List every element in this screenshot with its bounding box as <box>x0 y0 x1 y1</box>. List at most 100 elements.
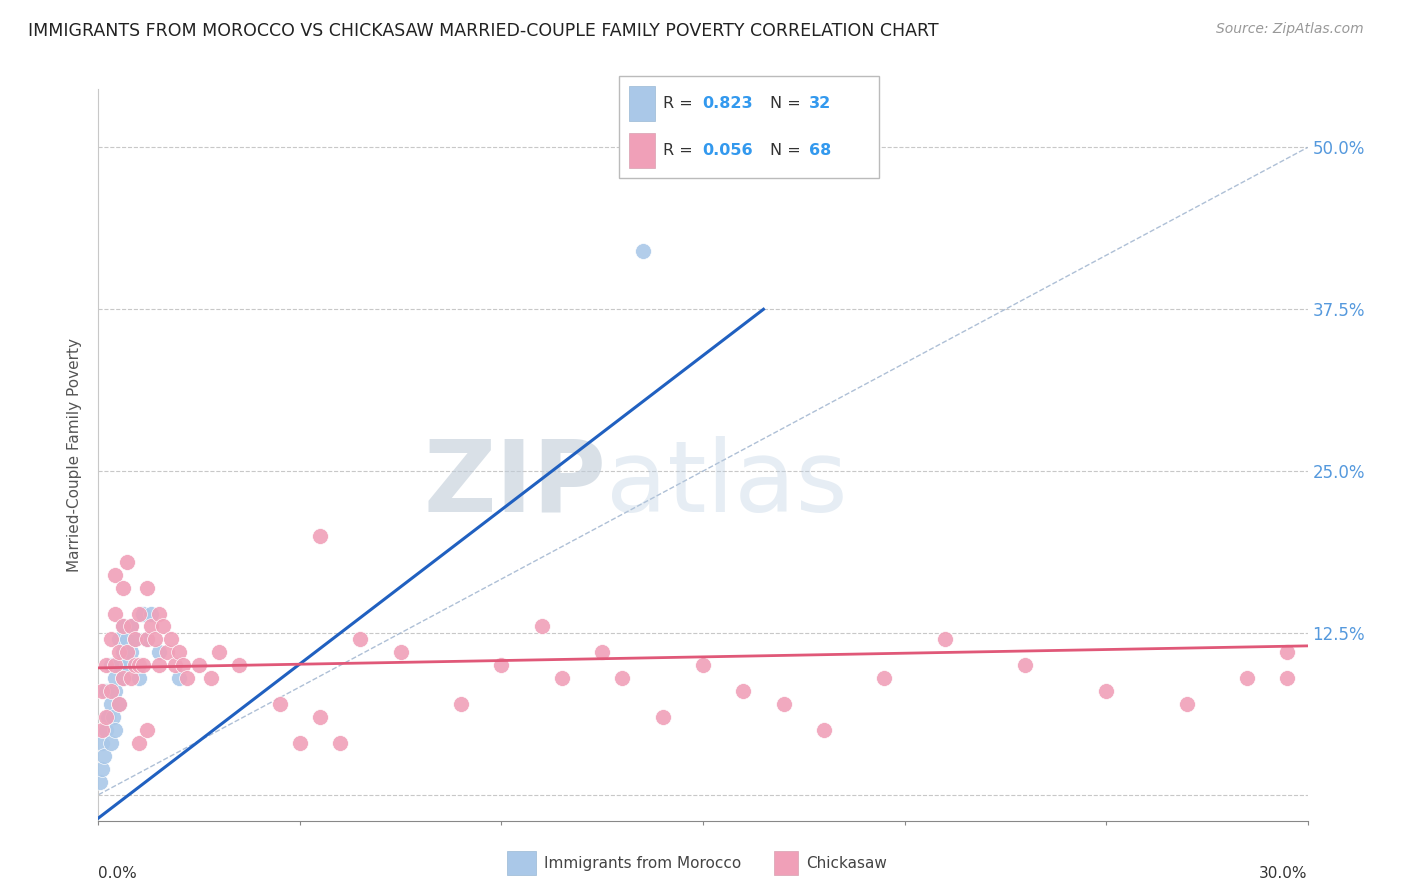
Point <box>167 645 190 659</box>
Point <box>120 619 142 633</box>
Point <box>530 619 553 633</box>
Bar <box>628 87 655 121</box>
Text: 0.823: 0.823 <box>702 96 752 111</box>
Point <box>107 697 129 711</box>
Point <box>120 619 142 633</box>
Point <box>132 607 155 621</box>
Text: 68: 68 <box>808 144 831 158</box>
Point <box>228 658 250 673</box>
Point <box>167 671 190 685</box>
Point <box>143 632 166 647</box>
Point <box>93 748 115 763</box>
Point <box>103 723 125 737</box>
Point <box>124 632 146 647</box>
Point <box>288 736 311 750</box>
Point <box>148 658 170 673</box>
Point <box>100 736 122 750</box>
Point <box>813 723 835 737</box>
Text: 32: 32 <box>808 96 831 111</box>
Point <box>733 684 755 698</box>
Text: N =: N = <box>769 144 806 158</box>
Point <box>389 645 412 659</box>
Point <box>309 529 332 543</box>
Point <box>692 658 714 673</box>
Point <box>100 658 122 673</box>
Point <box>208 645 231 659</box>
Point <box>1277 671 1299 685</box>
Point <box>111 645 134 659</box>
Point <box>107 697 129 711</box>
Point <box>91 762 114 776</box>
Point <box>309 710 332 724</box>
Text: N =: N = <box>769 96 806 111</box>
Text: 0.0%: 0.0% <box>98 866 138 881</box>
Text: IMMIGRANTS FROM MOROCCO VS CHICKASAW MARRIED-COUPLE FAMILY POVERTY CORRELATION C: IMMIGRANTS FROM MOROCCO VS CHICKASAW MAR… <box>28 22 939 40</box>
Point <box>329 736 352 750</box>
Point <box>772 697 794 711</box>
Point <box>111 581 134 595</box>
Point <box>148 645 170 659</box>
Text: R =: R = <box>662 144 697 158</box>
Point <box>152 619 174 633</box>
Point <box>111 619 134 633</box>
Text: 0.056: 0.056 <box>702 144 752 158</box>
Point <box>591 645 613 659</box>
Point <box>135 632 157 647</box>
Bar <box>506 851 536 876</box>
Point <box>107 645 129 659</box>
Point <box>91 723 114 737</box>
Point <box>188 658 211 673</box>
Point <box>132 658 155 673</box>
Point <box>135 723 157 737</box>
Point <box>1175 697 1198 711</box>
Text: Immigrants from Morocco: Immigrants from Morocco <box>544 855 741 871</box>
Point <box>111 619 134 633</box>
Point <box>139 607 162 621</box>
Y-axis label: Married-Couple Family Poverty: Married-Couple Family Poverty <box>67 338 83 572</box>
Point <box>450 697 472 711</box>
Point <box>111 671 134 685</box>
Text: atlas: atlas <box>606 435 848 533</box>
Point <box>103 684 125 698</box>
Point <box>135 581 157 595</box>
Point <box>115 658 138 673</box>
Point <box>491 658 513 673</box>
Text: Source: ZipAtlas.com: Source: ZipAtlas.com <box>1216 22 1364 37</box>
Point <box>269 697 291 711</box>
Point <box>91 736 114 750</box>
Point <box>115 632 138 647</box>
Point <box>97 710 120 724</box>
Bar <box>773 851 799 876</box>
Point <box>100 632 122 647</box>
Point <box>96 723 118 737</box>
Point <box>89 774 111 789</box>
Point <box>100 684 122 698</box>
Point <box>91 684 114 698</box>
Point <box>103 567 125 582</box>
Point <box>96 684 118 698</box>
Point <box>651 710 673 724</box>
Point <box>101 710 124 724</box>
Point <box>103 607 125 621</box>
Point <box>115 645 138 659</box>
Point <box>1277 645 1299 659</box>
Point <box>124 632 146 647</box>
Point <box>103 671 125 685</box>
Point <box>631 244 654 258</box>
Point <box>873 671 896 685</box>
Point <box>128 671 150 685</box>
Point <box>128 658 150 673</box>
Point <box>1095 684 1118 698</box>
Point <box>139 619 162 633</box>
Text: ZIP: ZIP <box>423 435 606 533</box>
Point <box>120 645 142 659</box>
Text: R =: R = <box>662 96 697 111</box>
Point <box>156 645 179 659</box>
Text: Chickasaw: Chickasaw <box>806 855 887 871</box>
Point <box>120 671 142 685</box>
Point <box>100 697 122 711</box>
Point <box>160 632 183 647</box>
Bar <box>628 133 655 168</box>
Point <box>115 555 138 569</box>
Point <box>135 632 157 647</box>
